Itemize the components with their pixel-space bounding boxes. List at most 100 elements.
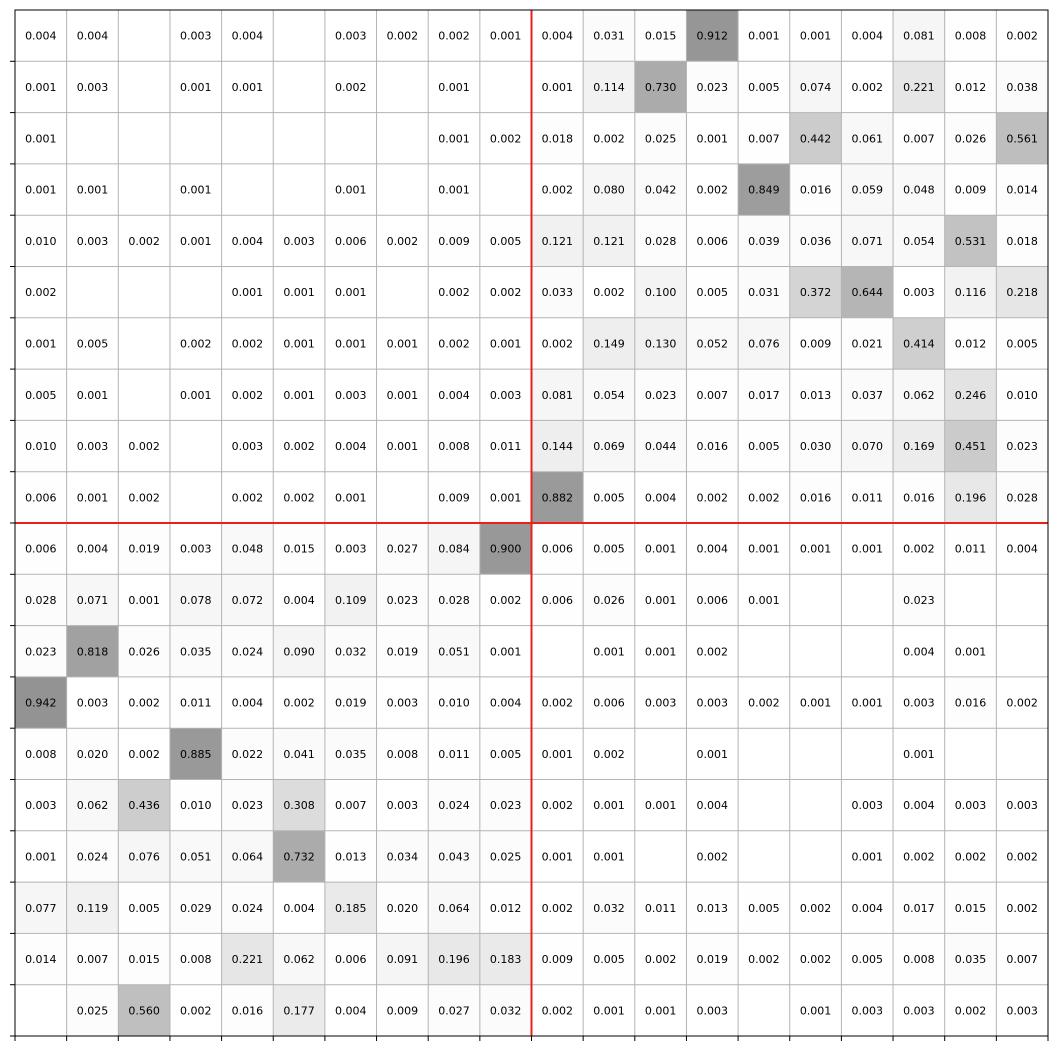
heatmap-cell [479,266,532,318]
heatmap-cell [221,471,274,523]
cell-value-label: 0.001 [593,645,625,658]
heatmap-cell [634,676,687,729]
heatmap-cell [66,215,119,267]
cell-value-label: 0.002 [128,748,160,761]
heatmap-cell [531,984,584,1036]
heatmap-cell [15,830,67,883]
cell-value-label: 0.003 [490,389,522,402]
cell-value-label: 0.004 [77,543,109,556]
cell-value-label: 0.043 [438,850,470,863]
heatmap-cell [479,625,532,677]
heatmap-cell [789,266,842,318]
cell-value-label: 0.002 [1006,697,1038,710]
heatmap-cell [221,61,274,113]
cell-value-label: 0.007 [77,953,109,966]
cell-value-label: 0.002 [283,697,315,710]
heatmap-cell [789,779,842,831]
cell-value-label: 0.006 [25,543,57,556]
heatmap-cell [15,625,67,677]
cell-value-label: 0.018 [1006,235,1038,248]
heatmap-cell [634,933,687,985]
cell-value-label: 0.003 [77,440,109,453]
heatmap-cell [376,112,429,164]
heatmap-cell [789,61,842,113]
heatmap-cell [66,830,119,883]
axis-ticks [10,60,1049,1041]
cell-value-label: 0.015 [128,953,160,966]
heatmap-cell [789,882,842,934]
heatmap-cell [15,266,67,318]
cell-value-label: 0.081 [903,30,935,43]
cell-value-label: 0.005 [128,902,160,915]
heatmap-cell [583,882,635,934]
heatmap-cell [893,728,945,780]
heatmap-cell [738,625,790,677]
heatmap-cell [893,10,945,62]
cell-value-label: 0.003 [955,799,987,812]
cell-value-label: 0.818 [77,645,109,658]
heatmap-cell [634,10,687,62]
cell-value-label: 0.001 [748,594,780,607]
cell-value-label: 0.221 [903,81,935,94]
heatmap-cell [686,882,739,934]
cell-value-label: 0.029 [180,902,212,915]
cell-value-label: 0.028 [25,594,57,607]
heatmap-cell [738,10,790,62]
cell-value-label: 0.885 [180,748,212,761]
heatmap-cell [583,369,635,421]
heatmap-cell [169,112,222,164]
cell-value-label: 0.005 [77,337,109,350]
cell-value-label: 0.028 [645,235,677,248]
heatmap-cell [944,215,997,267]
cell-value-label: 0.002 [542,799,574,812]
cell-value-label: 0.002 [697,184,729,197]
cell-value-label: 0.078 [180,594,212,607]
heatmap-cell [221,112,274,164]
cell-value-label: 0.051 [438,645,470,658]
heatmap-cell [479,61,532,113]
heatmap-cell [118,676,170,729]
heatmap-cell [221,266,274,318]
heatmap-cell [738,215,790,267]
heatmap-cell [118,830,170,883]
cell-value-label: 0.021 [851,337,883,350]
cell-value-label: 0.001 [180,81,212,94]
heatmap-cell [15,676,67,729]
cell-value-label: 0.076 [128,850,160,863]
heatmap-cell [169,215,222,267]
cell-value-label: 0.023 [387,594,419,607]
cell-value-label: 0.114 [593,81,625,94]
cell-value-label: 0.020 [387,902,419,915]
heatmap-cell [15,61,67,113]
heatmap-cell [324,369,377,421]
cell-value-label: 0.002 [128,697,160,710]
cell-value-label: 0.004 [232,30,264,43]
cell-value-label: 0.003 [697,1004,729,1017]
cell-value-label: 0.044 [645,440,677,453]
heatmap-cell [583,830,635,883]
heatmap-cell [428,420,480,472]
heatmap-cell [118,471,170,523]
heatmap-cell [789,163,842,216]
cell-value-label: 0.072 [232,594,264,607]
cell-value-label: 0.849 [748,184,780,197]
heatmap-cell [583,984,635,1036]
heatmap-cell [944,266,997,318]
cell-value-label: 0.071 [77,594,109,607]
cell-value-label: 0.003 [25,799,57,812]
heatmap-cell [324,933,377,985]
cell-value-label: 0.004 [645,491,677,504]
cell-value-label: 0.149 [593,337,625,350]
heatmap-cell [479,215,532,267]
cell-value-label: 0.014 [1006,184,1038,197]
cell-value-label: 0.003 [903,697,935,710]
heatmap-cell [893,882,945,934]
heatmap-cell [583,266,635,318]
cell-value-label: 0.001 [645,543,677,556]
cell-value-label: 0.019 [335,697,367,710]
heatmap-cell [273,625,325,677]
heatmap-cell [428,112,480,164]
cell-value-label: 0.004 [851,30,883,43]
cell-value-label: 0.183 [490,953,522,966]
heatmap-cell [376,779,429,831]
